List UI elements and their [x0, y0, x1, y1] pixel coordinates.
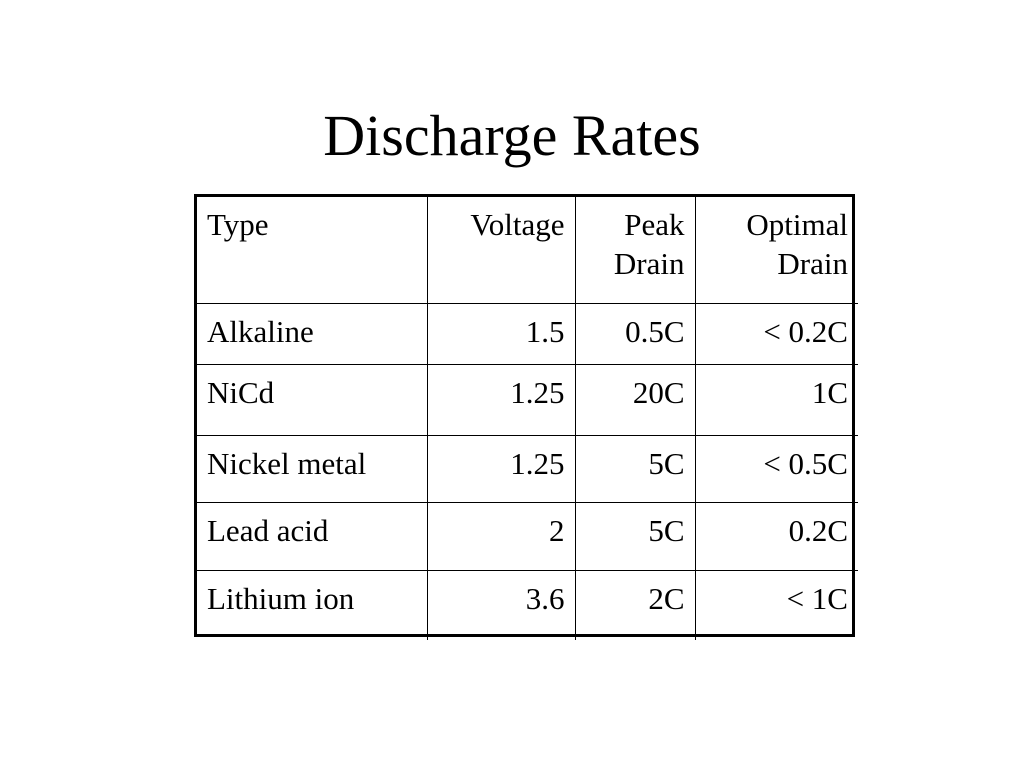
table-row: NiCd 1.25 20C 1C	[197, 363, 858, 436]
header-peak-drain-line1: Peak	[624, 207, 685, 242]
header-cell-optimal-drain: Optimal Drain	[694, 197, 858, 304]
cell-optimal-drain: < 0.5C	[694, 434, 858, 503]
cell-type: Alkaline	[197, 302, 428, 365]
header-cell-peak-drain: Peak Drain	[574, 197, 696, 304]
cell-peak-drain: 20C	[574, 363, 696, 436]
table-row: Lithium ion 3.6 2C < 1C	[197, 569, 858, 640]
cell-optimal-drain: < 1C	[694, 569, 858, 640]
cell-peak-drain: 2C	[574, 569, 696, 640]
header-cell-type: Type	[197, 197, 428, 304]
cell-optimal-drain: < 0.2C	[694, 302, 858, 365]
cell-type: Nickel metal	[197, 434, 428, 503]
cell-peak-drain: 0.5C	[574, 302, 696, 365]
header-type-label: Type	[207, 207, 269, 242]
cell-peak-drain: 5C	[574, 501, 696, 571]
cell-optimal-drain: 0.2C	[694, 501, 858, 571]
header-cell-voltage: Voltage	[426, 197, 576, 304]
slide-title: Discharge Rates	[323, 103, 701, 168]
cell-voltage: 1.5	[426, 302, 576, 365]
cell-voltage: 3.6	[426, 569, 576, 640]
table-header-row: Type Voltage Peak Drain Optimal Drain	[197, 197, 858, 304]
header-voltage-label: Voltage	[470, 207, 565, 242]
header-optimal-drain-line1: Optimal	[746, 207, 848, 242]
cell-voltage: 1.25	[426, 434, 576, 503]
cell-optimal-drain: 1C	[694, 363, 858, 436]
cell-peak-drain: 5C	[574, 434, 696, 503]
cell-type: NiCd	[197, 363, 428, 436]
cell-type: Lithium ion	[197, 569, 428, 640]
table-row: Lead acid 2 5C 0.2C	[197, 501, 858, 571]
table-grid: Type Voltage Peak Drain Optimal Drain Alka…	[197, 197, 858, 640]
cell-type: Lead acid	[197, 501, 428, 571]
header-optimal-drain-line2: Drain	[777, 246, 848, 281]
cell-voltage: 2	[426, 501, 576, 571]
cell-voltage: 1.25	[426, 363, 576, 436]
table-row: Alkaline 1.5 0.5C < 0.2C	[197, 302, 858, 365]
table-row: Nickel metal 1.25 5C < 0.5C	[197, 434, 858, 503]
discharge-rates-table: Type Voltage Peak Drain Optimal Drain Alka…	[194, 194, 858, 640]
header-peak-drain-line2: Drain	[613, 246, 685, 281]
